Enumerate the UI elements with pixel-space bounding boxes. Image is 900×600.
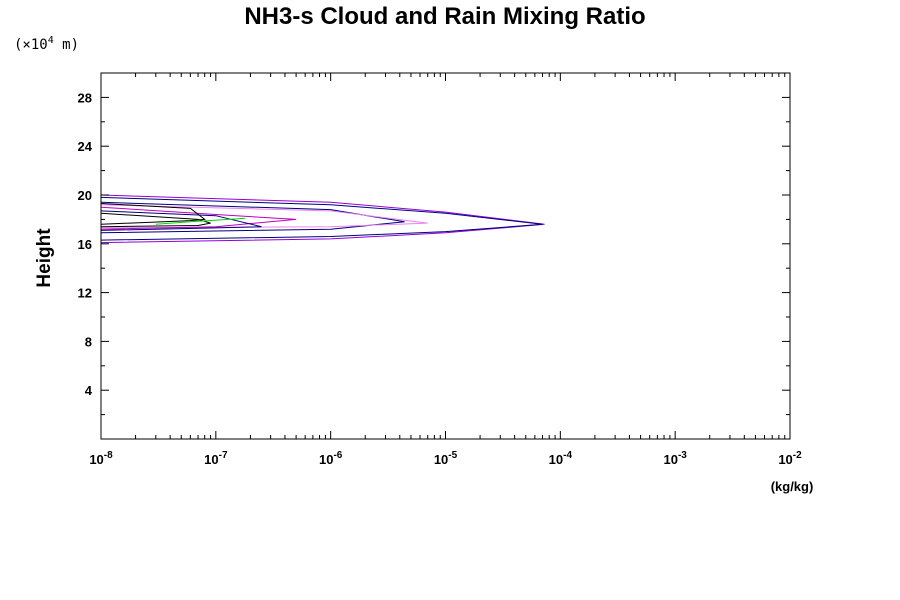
x-tick-label: 10-7 xyxy=(204,450,228,467)
chart-title: NH3-s Cloud and Rain Mixing Ratio xyxy=(244,3,645,30)
y-axis-unit-prefix: (×10 xyxy=(14,37,48,53)
plot-frame xyxy=(100,72,791,440)
x-tick-label: 10-6 xyxy=(319,450,343,467)
series-line-5 xyxy=(100,206,297,230)
y-axis-unit-suffix: m) xyxy=(54,37,79,53)
series-line-1 xyxy=(100,194,545,244)
y-axis-unit: (×104 m) xyxy=(14,35,79,53)
x-tick-label: 10-4 xyxy=(549,450,573,467)
tick-labels: 10-8 10-7 10-6 10-5 10-4 10-3 10-2 4 8 12 16 20 24 28 xyxy=(78,90,803,467)
y-tick-label: 28 xyxy=(78,90,92,105)
y-tick-label: 12 xyxy=(78,286,92,301)
y-tick-label: 20 xyxy=(78,188,92,203)
series-line-6 xyxy=(100,210,262,231)
y-tick-label: 8 xyxy=(85,334,92,349)
x-axis-unit: (kg/kg) xyxy=(771,479,814,494)
y-tick-label: 4 xyxy=(85,383,93,398)
x-tick-label: 10-5 xyxy=(434,450,458,467)
y-tick-label: 24 xyxy=(78,139,93,154)
series-line-7 xyxy=(100,203,207,225)
series-line-2 xyxy=(100,196,543,241)
x-tick-label: 10-8 xyxy=(89,450,113,467)
series-line-3 xyxy=(100,201,405,234)
y-axis-unit-exponent: 4 xyxy=(48,35,54,46)
y-tick-label: 16 xyxy=(78,237,92,252)
y-axis-label: Height xyxy=(34,228,55,288)
series-line-9 xyxy=(155,217,246,225)
series-line-8 xyxy=(100,212,211,228)
x-tick-label: 10-2 xyxy=(778,450,802,467)
plot-series xyxy=(100,194,545,244)
x-tick-label: 10-3 xyxy=(663,450,687,467)
axis-ticks xyxy=(100,73,791,439)
